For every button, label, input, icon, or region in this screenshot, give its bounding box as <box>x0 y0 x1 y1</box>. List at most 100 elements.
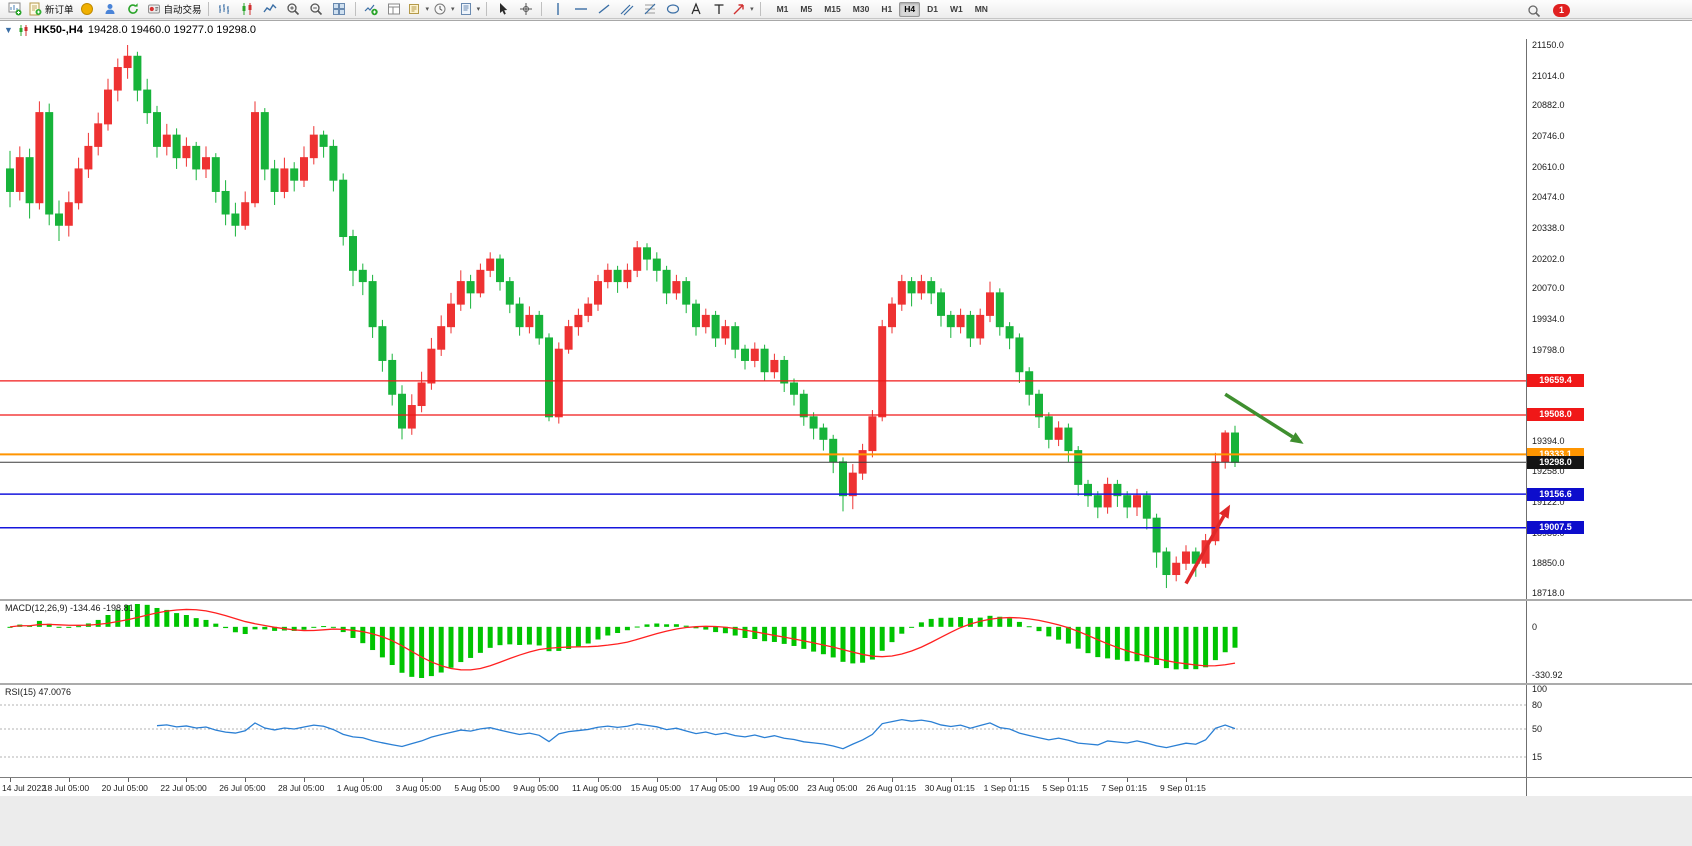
chart-layout-button[interactable] <box>383 1 406 18</box>
community-button[interactable] <box>99 1 122 18</box>
period-dropdown[interactable]: ▾ <box>431 1 457 18</box>
candle <box>966 314 975 339</box>
candle <box>897 281 906 305</box>
macd-bar <box>771 626 777 642</box>
macd-bar <box>575 626 581 647</box>
macd-bar <box>1173 626 1179 670</box>
macd-bar <box>673 624 679 627</box>
macd-bar <box>1114 626 1120 660</box>
candle <box>770 359 779 373</box>
new-order-label: 新订单 <box>45 5 74 16</box>
collapse-icon[interactable]: ▼ <box>4 25 13 35</box>
profiles-icon <box>408 4 419 14</box>
price-pane[interactable] <box>0 39 1526 599</box>
macd-bar <box>811 626 817 652</box>
macd-bar <box>350 626 356 638</box>
new-chart-button[interactable] <box>3 1 26 18</box>
fibonacci-button[interactable] <box>638 1 661 18</box>
timeframe-m30-button[interactable]: M30 <box>852 3 870 14</box>
zoom-out-button[interactable] <box>305 1 328 18</box>
macd-bar <box>644 624 650 627</box>
candle <box>1221 432 1230 463</box>
macd-pane[interactable] <box>0 601 1526 683</box>
macd-bar <box>487 626 493 648</box>
autotrade-button[interactable]: 自动交易 <box>145 1 204 18</box>
macd-bar <box>301 626 307 630</box>
candle <box>15 157 24 192</box>
chart-area[interactable]: MACD(12,26,9) -134.46 -198.81 RSI(15) 47… <box>0 39 1692 796</box>
time-axis-label: 9 Sep 01:15 <box>1160 783 1206 793</box>
price-axis-label: 18718.0 <box>1532 588 1565 598</box>
macd-bar <box>330 626 336 628</box>
text-button[interactable] <box>684 1 707 18</box>
candle <box>956 314 965 328</box>
support-1-badge: 19156.6 <box>1527 487 1584 501</box>
timeframe-m1-button[interactable]: M1 <box>776 3 789 14</box>
new-order-button[interactable]: 新订单 <box>26 1 76 18</box>
chart-title-bar[interactable]: ▼ HK50-,H4 19428.0 19460.0 19277.0 19298… <box>0 21 1692 39</box>
trendline-icon <box>598 4 610 14</box>
macd-bar <box>213 623 219 627</box>
timeframe-m15-button[interactable]: M15 <box>824 3 841 14</box>
up-bounce-arrow[interactable] <box>1184 515 1226 585</box>
notification-badge[interactable]: 1 <box>1553 4 1570 17</box>
search-icon <box>1527 4 1540 17</box>
candle <box>1064 427 1073 452</box>
time-axis-label: 17 Aug 05:00 <box>689 783 740 793</box>
line-chart-icon <box>263 3 277 13</box>
tile-windows-button[interactable] <box>328 1 351 18</box>
candle <box>496 258 504 283</box>
macd-bar <box>154 607 160 627</box>
line-chart-button[interactable] <box>259 1 282 18</box>
vertical-line-button[interactable] <box>546 1 569 18</box>
search-button[interactable] <box>1522 2 1545 19</box>
channel-button[interactable] <box>615 1 638 18</box>
timeframe-mn-button[interactable]: MN <box>974 3 988 14</box>
label-button[interactable] <box>707 1 730 18</box>
indicators-button[interactable] <box>360 1 383 18</box>
template-dropdown[interactable]: ▾ <box>457 1 483 18</box>
price-axis-label: 19798.0 <box>1532 344 1565 355</box>
candle <box>1005 326 1014 339</box>
candle <box>1035 393 1043 418</box>
trendline-button[interactable] <box>592 1 615 18</box>
rsi-pane[interactable] <box>0 685 1526 777</box>
chart-symbol-title: HK50-,H4 <box>33 24 83 36</box>
profiles-dropdown[interactable]: ▾ <box>406 1 432 18</box>
macd-bar <box>1075 626 1081 649</box>
horizontal-line-button[interactable] <box>569 1 592 18</box>
time-axis[interactable]: 14 Jul 2022 18 Jul 05:00 20 Jul 05:00 22 Ju… <box>0 778 1526 796</box>
refresh-button[interactable] <box>122 1 145 18</box>
macd-bar <box>1144 626 1150 663</box>
timeframe-w1-button[interactable]: W1 <box>949 3 963 14</box>
bar-chart-button[interactable] <box>213 1 236 18</box>
timeframe-d1-button[interactable]: D1 <box>927 3 938 14</box>
timeframe-h4-button[interactable]: H4 <box>899 1 921 17</box>
text-t-icon <box>714 4 724 14</box>
candlestick-chart-button[interactable] <box>236 1 259 18</box>
candlestick-icon <box>19 24 28 36</box>
up-bounce-arrow-head <box>1218 504 1231 519</box>
macd-bar <box>1134 626 1140 662</box>
down-trend-arrow[interactable] <box>1224 392 1294 439</box>
macd-bar <box>889 626 895 643</box>
timeframe-h1-button[interactable]: H1 <box>881 3 893 14</box>
timeframe-m5-button[interactable]: M5 <box>800 3 813 14</box>
arrows-dropdown[interactable]: ▾ <box>730 1 756 18</box>
time-axis-tick <box>186 778 188 782</box>
macd-bar <box>752 626 758 640</box>
price-axis[interactable]: 21150.0 21014.0 20882.0 20746.0 20610.0 20474… <box>1526 39 1692 796</box>
cursor-button[interactable] <box>491 1 514 18</box>
crosshair-button[interactable] <box>514 1 537 18</box>
candle <box>946 314 955 328</box>
shapes-button[interactable] <box>661 1 684 18</box>
macd-bar <box>389 626 395 666</box>
time-axis-label: 30 Aug 01:15 <box>924 783 975 793</box>
crosshair-icon <box>519 3 532 15</box>
mql5-button[interactable] <box>76 1 99 18</box>
pane-splitter[interactable] <box>0 683 1692 685</box>
zoom-in-button[interactable] <box>282 1 305 18</box>
pane-splitter[interactable] <box>0 599 1692 601</box>
candle <box>701 314 710 328</box>
candle <box>241 202 250 226</box>
